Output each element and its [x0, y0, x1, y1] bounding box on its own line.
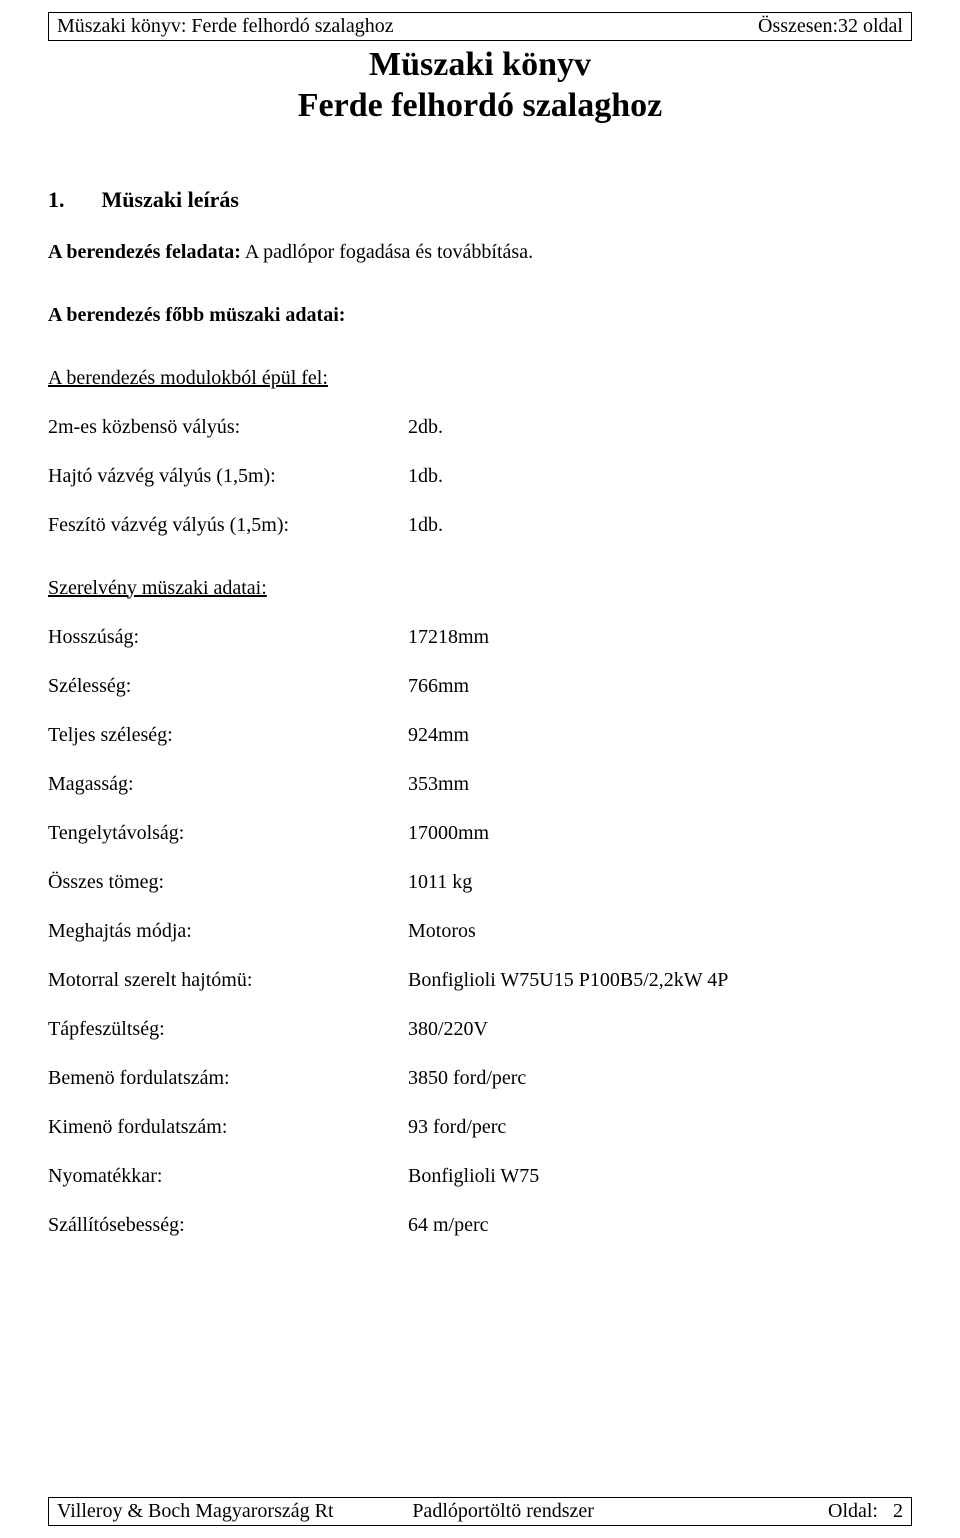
- spec-value: 17218mm: [408, 626, 912, 649]
- spec-value: 353mm: [408, 773, 912, 796]
- spec-value: 766mm: [408, 675, 912, 698]
- assembly-heading: Szerelvény müszaki adatai:: [48, 577, 912, 600]
- module-label: Hajtó vázvég vályús (1,5m):: [48, 465, 408, 488]
- footer-right: Oldal: 2: [734, 1500, 903, 1523]
- spec-value: Bonfiglioli W75: [408, 1165, 912, 1188]
- spec-label: Teljes széleség:: [48, 724, 408, 747]
- spec-value: 17000mm: [408, 822, 912, 845]
- document-title: Müszaki könyv Ferde felhordó szalaghoz: [48, 45, 912, 127]
- document-page: Müszaki könyv: Ferde felhordó szalaghoz …: [0, 0, 960, 1538]
- spec-row: Szélesség: 766mm: [48, 675, 912, 698]
- spec-row: Magasság: 353mm: [48, 773, 912, 796]
- spec-label: Magasság:: [48, 773, 408, 796]
- spec-value: 64 m/perc: [408, 1214, 912, 1237]
- module-value: 2db.: [408, 416, 912, 439]
- header-right: Összesen:32 oldal: [758, 15, 903, 38]
- footer-center-text: Padlóportöltö rendszer: [412, 1500, 733, 1523]
- footer-left-text: Villeroy & Boch Magyarország Rt: [57, 1500, 412, 1523]
- task-paragraph: A berendezés feladata: A padlópor fogadá…: [48, 241, 912, 264]
- spec-value: 93 ford/perc: [408, 1116, 912, 1139]
- spec-label: Meghajtás módja:: [48, 920, 408, 943]
- header-right-label: Összesen:: [758, 15, 838, 37]
- main-data-heading: A berendezés főbb müszaki adatai:: [48, 304, 912, 327]
- spec-label: Szállítósebesség:: [48, 1214, 408, 1237]
- spec-value: Motoros: [408, 920, 912, 943]
- spec-row: Szállítósebesség: 64 m/perc: [48, 1214, 912, 1237]
- specs-table: Hosszúság: 17218mm Szélesség: 766mm Telj…: [48, 626, 912, 1237]
- spec-value: 3850 ford/perc: [408, 1067, 912, 1090]
- task-text: A padlópor fogadása és továbbítása.: [241, 241, 533, 263]
- spec-row: Összes tömeg: 1011 kg: [48, 871, 912, 894]
- page-header: Müszaki könyv: Ferde felhordó szalaghoz …: [48, 12, 912, 41]
- module-value: 1db.: [408, 514, 912, 537]
- spec-label: Összes tömeg:: [48, 871, 408, 894]
- spec-label: Tengelytávolság:: [48, 822, 408, 845]
- spec-row: Meghajtás módja: Motoros: [48, 920, 912, 943]
- modules-table: 2m-es közbensö vályús: 2db. Hajtó vázvég…: [48, 416, 912, 537]
- module-label: 2m-es közbensö vályús:: [48, 416, 408, 439]
- footer-right-label: Oldal:: [828, 1500, 878, 1522]
- spec-row: Tápfeszültség: 380/220V: [48, 1018, 912, 1041]
- module-label: Feszítö vázvég vályús (1,5m):: [48, 514, 408, 537]
- page-footer: Villeroy & Boch Magyarország Rt Padlópor…: [48, 1497, 912, 1526]
- spec-label: Bemenö fordulatszám:: [48, 1067, 408, 1090]
- spec-row: Hosszúság: 17218mm: [48, 626, 912, 649]
- task-label: A berendezés feladata:: [48, 241, 241, 263]
- modules-heading: A berendezés modulokból épül fel:: [48, 367, 912, 390]
- header-right-value: 32 oldal: [838, 15, 903, 37]
- spec-value: 380/220V: [408, 1018, 912, 1041]
- spec-label: Motorral szerelt hajtómü:: [48, 969, 408, 992]
- section-heading: 1. Müszaki leírás: [48, 187, 912, 213]
- module-row: 2m-es közbensö vályús: 2db.: [48, 416, 912, 439]
- title-line-1: Müszaki könyv: [48, 45, 912, 86]
- spec-label: Szélesség:: [48, 675, 408, 698]
- spec-value: 924mm: [408, 724, 912, 747]
- spec-row: Motorral szerelt hajtómü: Bonfiglioli W7…: [48, 969, 912, 992]
- spec-row: Teljes széleség: 924mm: [48, 724, 912, 747]
- module-row: Feszítö vázvég vályús (1,5m): 1db.: [48, 514, 912, 537]
- spec-row: Tengelytávolság: 17000mm: [48, 822, 912, 845]
- footer-right-value: 2: [893, 1500, 903, 1522]
- spec-row: Nyomatékkar: Bonfiglioli W75: [48, 1165, 912, 1188]
- spec-row: Bemenö fordulatszám: 3850 ford/perc: [48, 1067, 912, 1090]
- spec-label: Kimenö fordulatszám:: [48, 1116, 408, 1139]
- spec-row: Kimenö fordulatszám: 93 ford/perc: [48, 1116, 912, 1139]
- section-title: Müszaki leírás: [102, 187, 240, 212]
- spec-label: Tápfeszültség:: [48, 1018, 408, 1041]
- module-value: 1db.: [408, 465, 912, 488]
- spec-label: Hosszúság:: [48, 626, 408, 649]
- spec-value: Bonfiglioli W75U15 P100B5/2,2kW 4P: [408, 969, 912, 992]
- title-line-2: Ferde felhordó szalaghoz: [48, 86, 912, 127]
- spec-value: 1011 kg: [408, 871, 912, 894]
- header-left-text: Müszaki könyv: Ferde felhordó szalaghoz: [57, 15, 394, 38]
- module-row: Hajtó vázvég vályús (1,5m): 1db.: [48, 465, 912, 488]
- spec-label: Nyomatékkar:: [48, 1165, 408, 1188]
- section-number: 1.: [48, 187, 96, 213]
